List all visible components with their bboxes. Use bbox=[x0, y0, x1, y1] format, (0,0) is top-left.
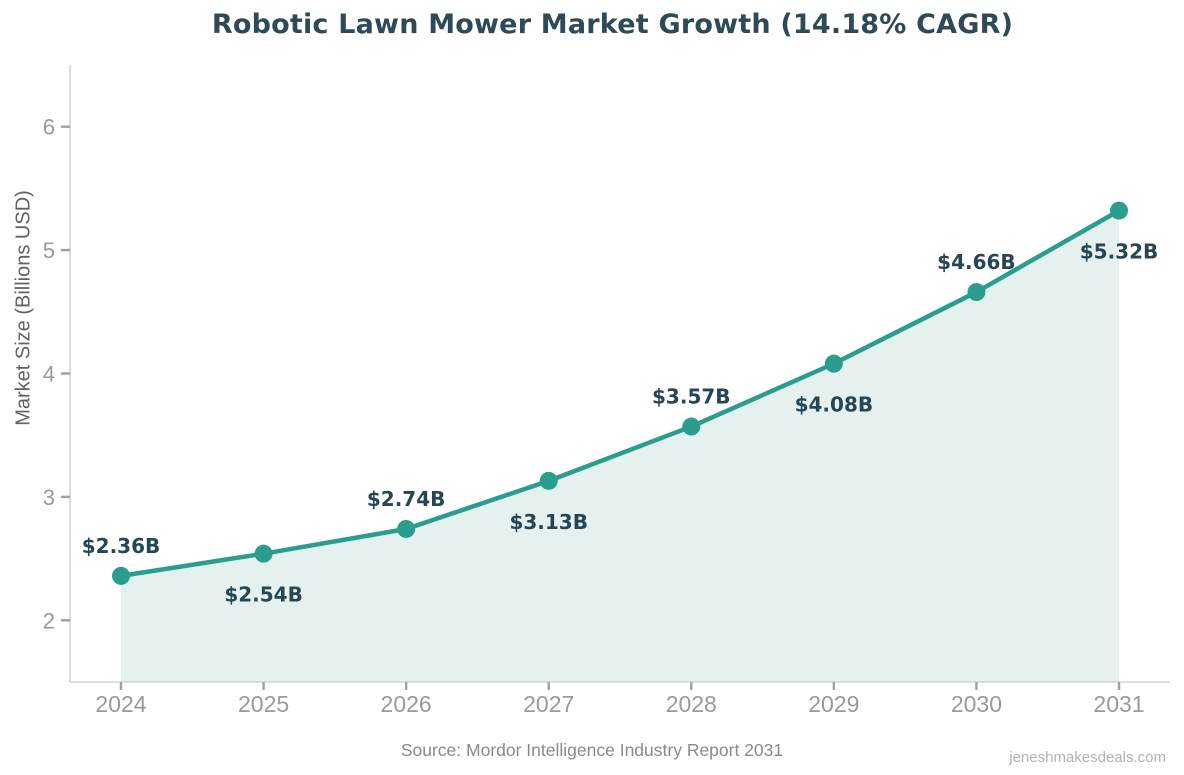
chart-title: Robotic Lawn Mower Market Growth (14.18%… bbox=[211, 9, 1014, 40]
y-tick-label: 4 bbox=[43, 362, 55, 387]
data-point bbox=[682, 417, 701, 436]
data-point bbox=[967, 283, 986, 302]
data-point-label: $3.57B bbox=[652, 385, 731, 409]
x-tick-label: 2025 bbox=[238, 691, 289, 717]
data-point-label: $2.36B bbox=[82, 534, 161, 558]
x-tick-label: 2029 bbox=[808, 691, 859, 717]
data-point-label: $4.66B bbox=[937, 250, 1016, 274]
data-point-label: $3.13B bbox=[509, 510, 588, 534]
y-tick-label: 5 bbox=[43, 238, 55, 263]
y-tick-label: 6 bbox=[43, 115, 55, 140]
y-tick-label: 3 bbox=[43, 485, 55, 510]
trend-line bbox=[118, 208, 1122, 579]
data-point bbox=[397, 519, 416, 538]
data-point-label: $4.08B bbox=[795, 393, 874, 417]
data-point bbox=[254, 544, 273, 563]
data-point bbox=[539, 471, 558, 490]
x-tick-label: 2027 bbox=[523, 691, 574, 717]
source-caption: Source: Mordor Intelligence Industry Rep… bbox=[400, 740, 784, 760]
data-point bbox=[112, 566, 130, 585]
data-point-label: $5.32B bbox=[1080, 240, 1159, 264]
watermark: jeneshmakesdeals.com bbox=[1009, 749, 1166, 766]
x-tick-label: 2031 bbox=[1093, 691, 1144, 717]
x-tick-label: 2026 bbox=[381, 691, 432, 717]
data-point-label: $2.54B bbox=[224, 583, 303, 607]
data-point bbox=[1110, 201, 1128, 220]
data-point bbox=[824, 354, 843, 373]
area-fill bbox=[121, 210, 1119, 682]
x-tick-label: 2024 bbox=[95, 691, 146, 717]
x-tick-label: 2028 bbox=[666, 691, 717, 717]
data-point-label: $2.74B bbox=[367, 487, 446, 511]
x-tick-label: 2030 bbox=[951, 691, 1002, 717]
y-tick-label: 2 bbox=[43, 608, 55, 633]
